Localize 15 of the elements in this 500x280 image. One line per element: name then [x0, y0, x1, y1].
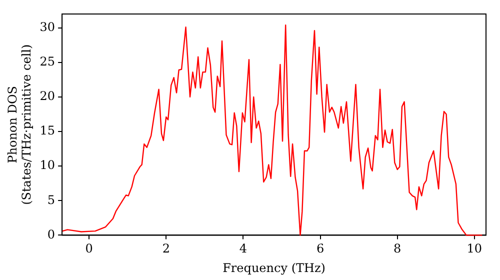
- x-tick-label: 4: [239, 242, 248, 256]
- y-tick-label: 30: [40, 20, 56, 34]
- x-tick-label: 8: [394, 242, 402, 256]
- x-tick-label: 10: [466, 242, 482, 256]
- y-axis-title: Phonon DOS (States/THz·primitive cell): [5, 44, 34, 205]
- y-tick-label: 25: [40, 54, 56, 69]
- y-tick-label: 20: [40, 89, 56, 104]
- y-tick-label: 0: [47, 227, 56, 242]
- x-tick-label: 6: [316, 242, 324, 256]
- x-tick-label: 0: [85, 242, 93, 256]
- y-tick-label: 15: [40, 124, 56, 138]
- x-axis-title: Frequency (THz): [222, 260, 326, 275]
- x-tick-label: 2: [162, 242, 170, 256]
- y-tick-label: 10: [40, 158, 56, 172]
- y-tick-label: 5: [47, 192, 56, 207]
